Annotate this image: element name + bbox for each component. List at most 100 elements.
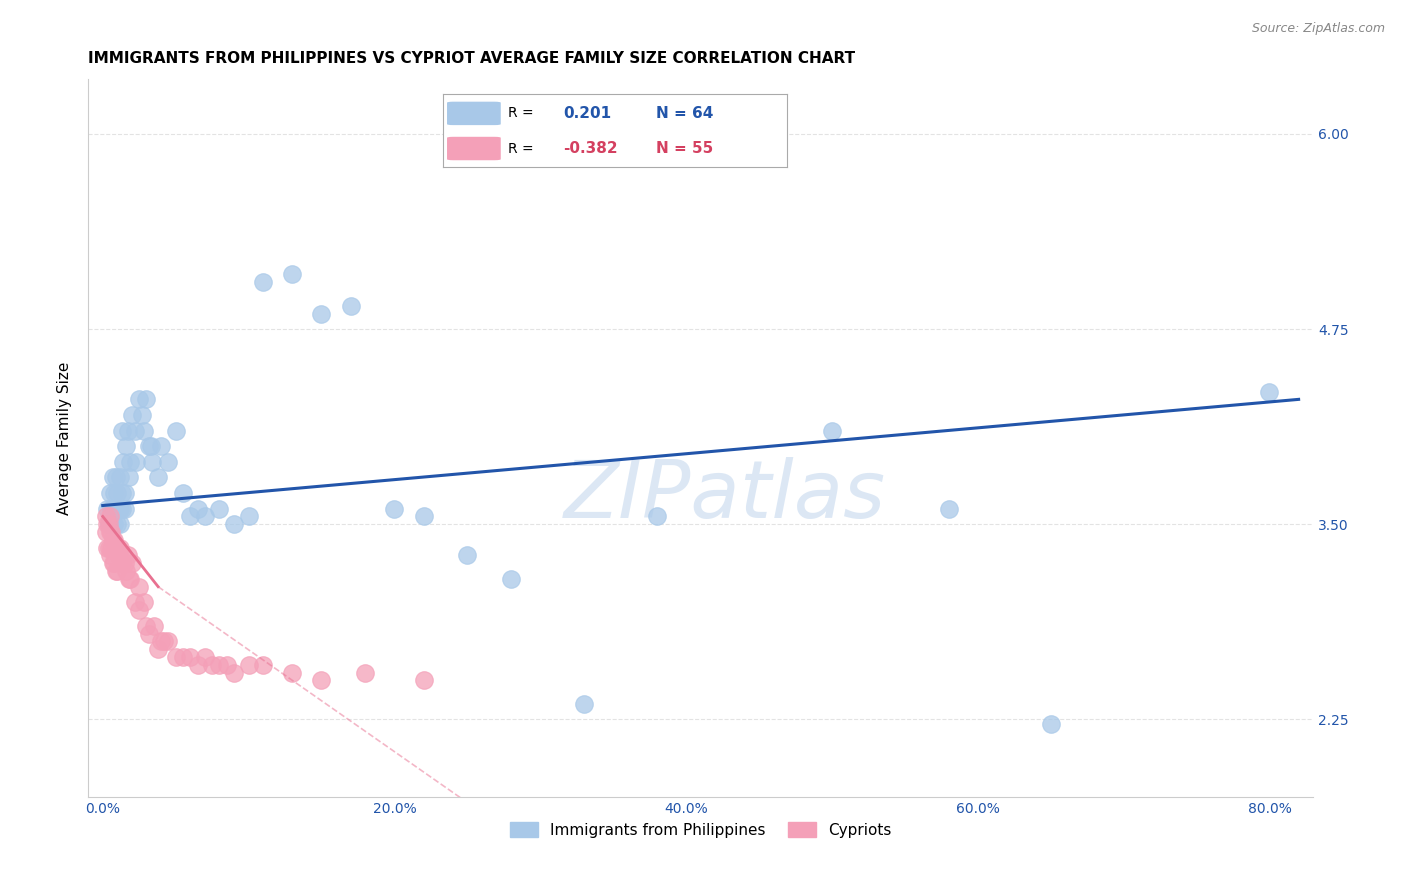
Point xyxy=(105,501,128,516)
Point xyxy=(172,649,194,664)
Point xyxy=(103,533,125,547)
Point xyxy=(354,665,377,680)
Point xyxy=(238,657,260,672)
Point xyxy=(238,509,260,524)
Point xyxy=(110,501,132,516)
Point xyxy=(384,501,406,516)
Point xyxy=(118,470,141,484)
Point xyxy=(97,517,120,532)
Point xyxy=(1258,384,1281,399)
Point xyxy=(128,392,150,407)
Point xyxy=(121,408,143,422)
Text: N = 64: N = 64 xyxy=(657,106,714,121)
Point xyxy=(97,517,120,532)
Point xyxy=(104,501,127,516)
Point xyxy=(100,541,122,555)
Point xyxy=(208,657,231,672)
Point xyxy=(146,642,169,657)
Point xyxy=(118,572,141,586)
Point xyxy=(121,556,143,570)
Point xyxy=(938,501,960,516)
Point xyxy=(135,392,157,407)
Point xyxy=(117,424,139,438)
Point xyxy=(107,501,129,516)
Point xyxy=(138,626,160,640)
Y-axis label: Average Family Size: Average Family Size xyxy=(58,362,72,515)
Point xyxy=(153,634,176,648)
Point xyxy=(114,501,136,516)
Point xyxy=(281,268,304,282)
Point xyxy=(201,657,224,672)
Point xyxy=(98,486,121,500)
Point xyxy=(146,470,169,484)
Text: N = 55: N = 55 xyxy=(657,141,714,156)
Point xyxy=(128,580,150,594)
Point xyxy=(120,572,142,586)
Text: -0.382: -0.382 xyxy=(564,141,619,156)
Point xyxy=(100,524,122,539)
FancyBboxPatch shape xyxy=(446,136,502,161)
Point xyxy=(105,486,128,500)
Point xyxy=(110,517,132,532)
Point xyxy=(456,549,478,563)
Point xyxy=(114,556,136,570)
Point xyxy=(311,306,333,320)
Point xyxy=(132,595,155,609)
Point xyxy=(98,524,121,539)
Point xyxy=(194,509,217,524)
Point xyxy=(96,517,118,532)
Point xyxy=(1039,717,1062,731)
Point xyxy=(222,665,245,680)
Point xyxy=(125,455,148,469)
Point xyxy=(110,470,132,484)
Point xyxy=(104,470,127,484)
Point xyxy=(96,501,118,516)
Point xyxy=(132,424,155,438)
Point xyxy=(98,549,121,563)
Point xyxy=(124,595,146,609)
Point xyxy=(103,556,125,570)
Point xyxy=(222,517,245,532)
Point xyxy=(97,541,120,555)
Point xyxy=(105,564,128,578)
Point xyxy=(501,572,523,586)
Point xyxy=(104,564,127,578)
Point xyxy=(139,439,162,453)
Point xyxy=(103,517,125,532)
Point xyxy=(645,509,668,524)
Point xyxy=(104,541,127,555)
Point xyxy=(115,564,138,578)
Text: IMMIGRANTS FROM PHILIPPINES VS CYPRIOT AVERAGE FAMILY SIZE CORRELATION CHART: IMMIGRANTS FROM PHILIPPINES VS CYPRIOT A… xyxy=(89,51,855,66)
Point xyxy=(105,517,128,532)
Point xyxy=(103,486,125,500)
Point xyxy=(215,657,238,672)
Point xyxy=(572,697,595,711)
Text: 0.201: 0.201 xyxy=(564,106,612,121)
Point xyxy=(194,649,217,664)
Point xyxy=(208,501,231,516)
Point xyxy=(124,424,146,438)
Text: ZIPatlas: ZIPatlas xyxy=(564,457,886,535)
Point xyxy=(101,470,124,484)
Point xyxy=(179,649,201,664)
Point xyxy=(135,618,157,632)
Point xyxy=(112,549,135,563)
Point xyxy=(114,486,136,500)
Point xyxy=(131,408,153,422)
Point xyxy=(111,556,134,570)
Point xyxy=(110,541,132,555)
Point xyxy=(150,634,173,648)
Point xyxy=(339,299,361,313)
Point xyxy=(821,424,844,438)
Point xyxy=(107,549,129,563)
Text: R =: R = xyxy=(509,106,534,120)
Point xyxy=(101,556,124,570)
Point xyxy=(157,455,180,469)
Point xyxy=(165,424,187,438)
Point xyxy=(186,501,208,516)
Point xyxy=(98,509,121,524)
Text: Source: ZipAtlas.com: Source: ZipAtlas.com xyxy=(1251,22,1385,36)
Point xyxy=(412,673,434,688)
Point xyxy=(111,424,134,438)
Point xyxy=(252,275,274,289)
